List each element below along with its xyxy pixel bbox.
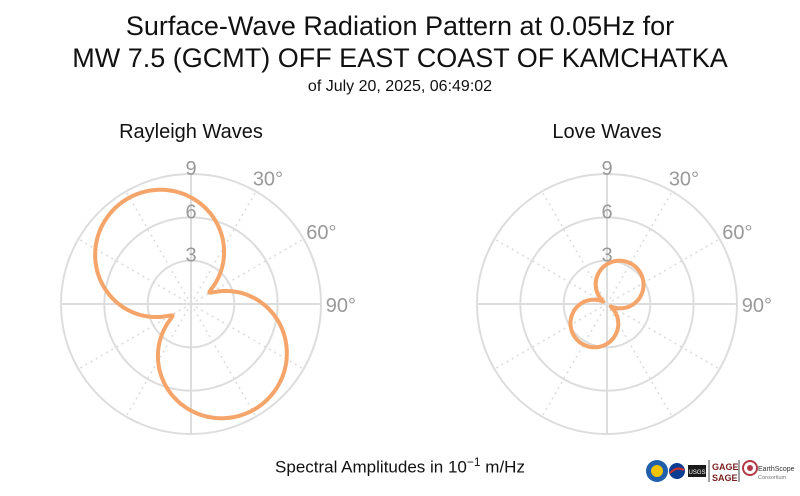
chart-title-line1: Surface-Wave Radiation Pattern at 0.05Hz… <box>125 11 675 41</box>
radial-tick-label: 3 <box>601 245 612 267</box>
angular-grid-spoke <box>125 191 192 305</box>
angular-grid-spoke <box>190 303 257 417</box>
angular-grid-spoke <box>541 303 608 417</box>
sponsor-logos: USGS GAGE SAGE EarthScope Consortium <box>646 460 795 483</box>
angle-tick-label: 90° <box>326 295 356 317</box>
nasa-logo-icon <box>669 463 685 479</box>
radial-tick-label: 6 <box>185 201 196 223</box>
radial-tick-label: 6 <box>601 201 612 223</box>
angle-tick-label: 30° <box>669 169 699 191</box>
angle-tick-label: 90° <box>742 295 772 317</box>
polar-title: Love Waves <box>552 121 661 143</box>
gage-logo-text: GAGE <box>712 462 739 472</box>
angular-grid-spoke <box>190 238 304 305</box>
sage-logo-text: SAGE <box>712 473 738 483</box>
unit-label-unit: m/Hz <box>480 457 525 477</box>
angular-grid-spoke <box>606 191 673 305</box>
earthscope-logo-icon <box>742 460 758 476</box>
nsf-logo-icon <box>646 460 668 482</box>
radiation-pattern-curve <box>568 258 646 350</box>
angular-grid-spoke <box>541 191 608 305</box>
angular-grid-spoke <box>606 303 720 370</box>
unit-label-exponent: −1 <box>466 455 481 469</box>
love-polar-plot: Love Waves 3 6 9 30° 60° 90° <box>476 121 772 435</box>
angular-grid-spoke <box>78 303 192 370</box>
chart-title-line2: MW 7.5 (GCMT) OFF EAST COAST OF KAMCHATK… <box>72 43 728 73</box>
chart-subtitle-date: of July 20, 2025, 06:49:02 <box>307 78 493 95</box>
angular-grid-spoke <box>190 191 257 305</box>
angular-grid-spoke <box>606 303 673 417</box>
usgs-logo-text: USGS <box>688 470 705 476</box>
earthscope-sub-text: Consortium <box>758 475 787 481</box>
angle-tick-label: 60° <box>722 222 752 244</box>
rayleigh-polar-plot: Rayleigh Waves 3 6 9 30° 60° 90° <box>60 121 356 435</box>
radial-tick-label: 9 <box>601 158 612 180</box>
angular-grid-spoke <box>494 303 608 370</box>
unit-label-prefix: Spectral Amplitudes in 10 <box>275 457 467 477</box>
earthscope-logo-text: EarthScope <box>758 466 795 473</box>
angle-tick-label: 30° <box>253 169 283 191</box>
radial-tick-label: 9 <box>185 158 196 180</box>
usgs-logo-icon: USGS <box>688 465 706 477</box>
angular-grid-spoke <box>606 238 720 305</box>
polar-title: Rayleigh Waves <box>119 121 263 143</box>
angular-grid-spoke <box>125 303 192 417</box>
amplitude-unit-label: Spectral Amplitudes in 10−1 m/Hz <box>0 455 800 478</box>
angle-tick-label: 60° <box>306 222 336 244</box>
radiation-pattern-curve <box>93 187 289 421</box>
radial-tick-label: 3 <box>185 245 196 267</box>
angular-grid-spoke <box>494 238 608 305</box>
